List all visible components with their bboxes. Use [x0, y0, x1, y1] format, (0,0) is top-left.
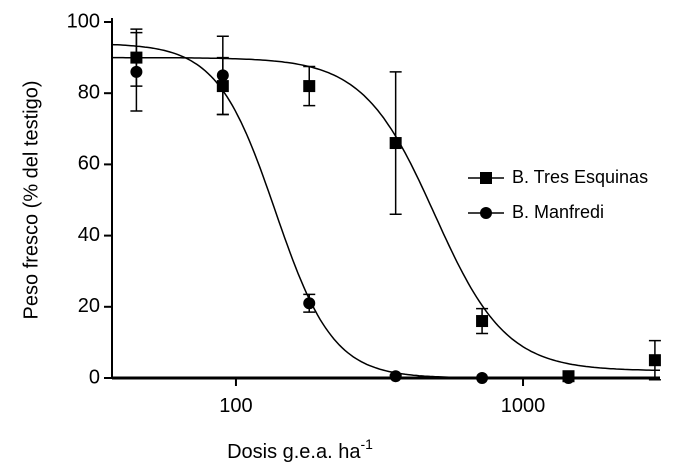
- x-tick-label: 100: [219, 395, 252, 417]
- legend-label: B. Manfredi: [512, 202, 604, 222]
- y-tick-label: 100: [67, 10, 100, 32]
- point: [562, 372, 575, 384]
- point: [476, 315, 489, 328]
- y-tick-label: 60: [78, 153, 100, 175]
- point: [476, 372, 489, 384]
- point: [389, 137, 402, 150]
- legend-marker: [480, 172, 492, 184]
- y-axis-title: Peso fresco (% del testigo): [20, 81, 42, 320]
- y-tick-label: 80: [78, 81, 100, 103]
- point: [389, 370, 402, 383]
- point: [130, 65, 143, 78]
- fit-curve: [112, 56, 660, 372]
- legend-marker: [480, 207, 492, 219]
- x-axis-title: Dosis g.e.a. ha-1: [227, 436, 373, 463]
- point: [303, 80, 316, 93]
- y-tick-label: 40: [78, 224, 100, 246]
- point: [303, 297, 316, 310]
- y-tick-label: 0: [89, 366, 100, 388]
- point: [216, 69, 229, 82]
- legend-label: B. Tres Esquinas: [512, 167, 648, 187]
- point: [648, 354, 661, 367]
- y-tick-label: 20: [78, 295, 100, 317]
- x-tick-label: 1000: [501, 395, 546, 417]
